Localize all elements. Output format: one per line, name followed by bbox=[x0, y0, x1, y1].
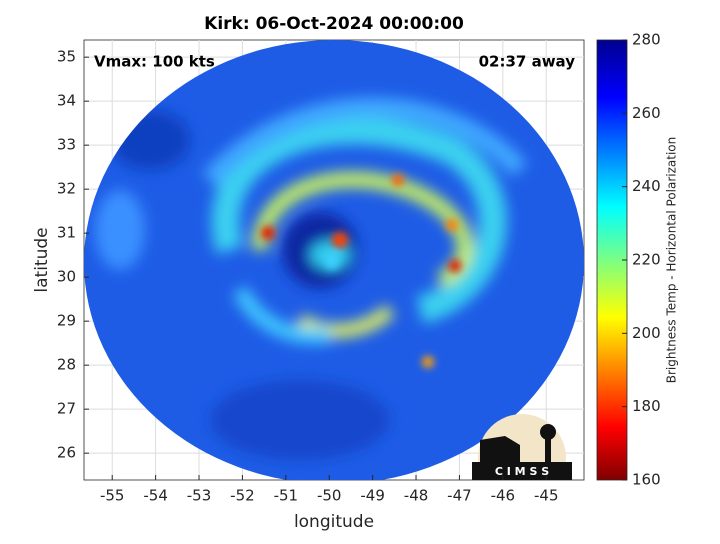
logo: C I M S S bbox=[472, 414, 572, 480]
x-tick-label: -46 bbox=[491, 487, 516, 505]
colorbar-tick-label: 240 bbox=[632, 177, 661, 195]
y-axis-label: latitude bbox=[32, 227, 52, 292]
chart-title: Kirk: 06-Oct-2024 00:00:00 bbox=[204, 14, 464, 34]
colorbar-tick-label: 260 bbox=[632, 104, 661, 122]
logo-text: C I M S S bbox=[495, 465, 549, 478]
x-tick-label: -51 bbox=[274, 487, 299, 505]
annotation: 02:37 away bbox=[479, 53, 576, 71]
x-tick-label: -48 bbox=[404, 487, 429, 505]
colorbar-tick-label: 200 bbox=[632, 324, 661, 342]
x-tick-label: -55 bbox=[100, 487, 125, 505]
satellite-image bbox=[84, 40, 584, 480]
y-tick-label: 34 bbox=[57, 92, 76, 110]
y-tick-label: 29 bbox=[57, 312, 76, 330]
y-tick-label: 27 bbox=[57, 400, 76, 418]
annotation: Vmax: 100 kts bbox=[94, 53, 215, 71]
x-tick-label: -49 bbox=[360, 487, 385, 505]
x-tick-label: -52 bbox=[230, 487, 255, 505]
y-tick-label: 32 bbox=[57, 180, 76, 198]
x-tick-label: -50 bbox=[317, 487, 342, 505]
x-tick-label: -45 bbox=[534, 487, 559, 505]
x-axis-label: longitude bbox=[294, 512, 374, 532]
y-tick-label: 26 bbox=[57, 444, 76, 462]
x-tick-label: -47 bbox=[447, 487, 472, 505]
x-tick-label: -53 bbox=[187, 487, 212, 505]
colorbar-label: Brightness Temp - Horizontal Polarizatio… bbox=[665, 137, 679, 384]
colorbar-tick-label: 280 bbox=[632, 31, 661, 49]
colorbar-tick-label: 180 bbox=[632, 397, 661, 415]
y-tick-label: 35 bbox=[57, 48, 76, 66]
y-tick-label: 33 bbox=[57, 136, 76, 154]
x-tick-label: -54 bbox=[143, 487, 168, 505]
colorbar-tick-label: 160 bbox=[632, 471, 661, 489]
y-tick-label: 28 bbox=[57, 356, 76, 374]
y-tick-label: 30 bbox=[57, 268, 76, 286]
colorbar-tick-label: 220 bbox=[632, 251, 661, 269]
y-tick-label: 31 bbox=[57, 224, 76, 242]
